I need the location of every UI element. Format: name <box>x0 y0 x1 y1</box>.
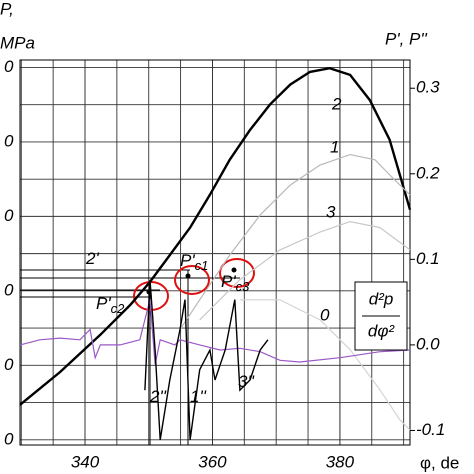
annotation-text: 2'' <box>149 387 167 406</box>
annotation-text: 1'' <box>190 387 207 406</box>
x-tick-label: 340 <box>71 452 100 471</box>
series-line <box>19 299 411 365</box>
y-tick-label: 0 <box>4 355 14 374</box>
series-line <box>19 66 412 406</box>
x-axis-title: φ, de <box>420 453 459 472</box>
annotation: 2'' <box>149 387 167 406</box>
annotation: P'c1 <box>180 251 208 273</box>
grid <box>20 60 410 445</box>
y-tick-label: 0 <box>4 280 14 299</box>
annotation-text: P' <box>180 251 195 270</box>
marker-dot <box>185 273 191 279</box>
series-line <box>144 279 269 441</box>
annotation-subscript: c2 <box>111 301 126 316</box>
annotation: 2' <box>85 249 99 268</box>
plot-frame <box>19 59 411 446</box>
formula-box: d²p dφ² <box>354 281 408 351</box>
series-line <box>239 299 411 431</box>
x-tick-label: 380 <box>326 452 355 471</box>
x-tick-label: 360 <box>198 452 227 471</box>
annotation: 3'' <box>238 372 255 391</box>
y2-axis-title: P', P'' <box>385 29 428 48</box>
y-axis-title: MPa <box>0 33 35 52</box>
annotation-subscript: c1 <box>195 258 209 273</box>
annotation-subscript: c3 <box>236 279 251 294</box>
y2-tick-label: 0.1 <box>416 249 440 268</box>
annotation-text: P' <box>221 272 236 291</box>
annotation: 1'' <box>190 387 207 406</box>
y-tick-label: 0 <box>4 206 14 225</box>
annotation-text: 2' <box>85 249 99 268</box>
y-axis-title: P, <box>0 0 14 18</box>
curve-label: 0 <box>320 305 330 324</box>
curve-label: 2 <box>331 94 342 113</box>
annotation-text: P' <box>96 294 111 313</box>
annotation-text: 3'' <box>238 372 255 391</box>
y2-tick-label: -0.1 <box>416 420 445 439</box>
y-tick-label: 0 <box>4 131 14 150</box>
y2-tick-label: 0.2 <box>416 163 440 182</box>
annotation: P'c2 <box>96 294 125 316</box>
y2-tick-label: 0.3 <box>416 78 440 97</box>
curve-label: 3 <box>326 202 336 221</box>
marker-dot <box>231 267 237 273</box>
reference-lines <box>20 269 240 445</box>
series-line <box>179 153 411 330</box>
formula-numerator: d²p <box>369 289 394 308</box>
formula-denominator: dφ² <box>368 321 396 340</box>
curve-label: 1 <box>330 137 339 156</box>
y-tick-label: 0 <box>4 57 14 76</box>
y-tick-label: 0 <box>4 429 14 448</box>
marker-dot <box>146 289 152 295</box>
series-line <box>199 220 411 321</box>
annotation: P'c3 <box>221 272 250 294</box>
y2-tick-label: 0.0 <box>416 334 440 353</box>
